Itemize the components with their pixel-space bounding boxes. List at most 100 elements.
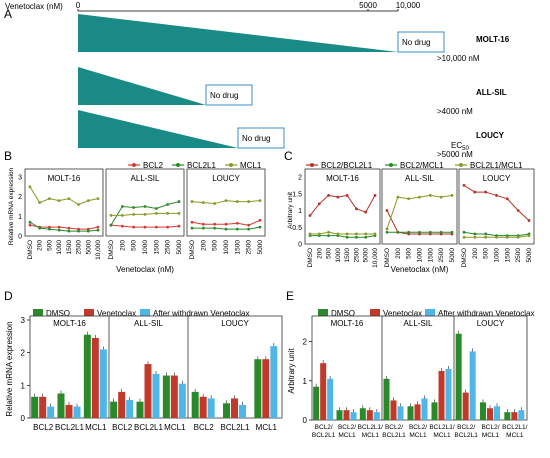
- group-title: ALL-SIL: [134, 319, 163, 328]
- data-point: [86, 229, 90, 233]
- bar: [152, 373, 160, 418]
- bar: [336, 410, 343, 420]
- legend-label: Venetoclax: [97, 309, 136, 318]
- data-point: [166, 225, 170, 229]
- bar: [469, 351, 476, 420]
- data-point: [224, 227, 228, 231]
- data-point: [385, 227, 389, 231]
- group-title: LOUCY: [221, 319, 249, 328]
- data-point: [505, 197, 509, 201]
- data-point: [439, 195, 443, 199]
- series-line: [29, 224, 99, 230]
- data-point: [317, 232, 321, 236]
- subpanel-title: ALL-SIL: [405, 174, 434, 183]
- y-axis-label: Relative mRNA expression: [8, 167, 15, 245]
- bar: [313, 386, 320, 420]
- data-point: [385, 230, 389, 234]
- data-point: [224, 222, 228, 226]
- x-tick-label: 2500: [515, 248, 522, 263]
- data-point: [373, 194, 377, 197]
- data-point: [364, 210, 368, 214]
- data-point: [120, 205, 124, 208]
- x-tick-label: 1500: [504, 248, 511, 263]
- x-tick-label: BCL2L1/: [429, 424, 454, 431]
- data-point: [327, 230, 330, 234]
- data-point: [308, 232, 312, 236]
- series-line: [29, 186, 99, 206]
- x-tick-label: MCL1: [362, 432, 380, 439]
- x-tick-label: BCL2L1: [134, 423, 163, 432]
- x-tick-label: MCL1: [409, 432, 427, 439]
- data-point: [57, 225, 61, 229]
- data-point: [407, 230, 411, 234]
- series-line: [309, 194, 376, 216]
- series-line: [386, 194, 453, 230]
- legend-swatch: [84, 309, 94, 316]
- cell-line-label: LOUCY: [476, 131, 505, 140]
- data-point: [345, 235, 349, 239]
- x-tick-label: BCL2: [33, 423, 54, 432]
- subpanel-frame: [105, 168, 185, 237]
- data-point: [235, 227, 239, 231]
- x-tick-label: 200: [316, 248, 323, 259]
- bar: [99, 349, 107, 418]
- data-point: [235, 200, 239, 203]
- y-tick-label: 2: [18, 194, 22, 201]
- x-tick-label: 500: [46, 240, 53, 251]
- data-point: [355, 235, 358, 239]
- panel-letter: E: [286, 289, 294, 303]
- data-point: [418, 195, 421, 199]
- panel-d: D DMSO Venetoclax After withdrawn Venetocla…: [4, 289, 283, 432]
- series-line: [386, 210, 452, 235]
- data-point: [96, 228, 100, 232]
- subpanel-title: MOLT-16: [48, 174, 81, 183]
- x-axis-label: Venetoclax (nM): [391, 265, 449, 274]
- data-point: [473, 190, 477, 194]
- bar: [462, 392, 469, 420]
- data-point: [154, 207, 158, 210]
- y-axis-label: Relative mRNA expression: [5, 321, 14, 416]
- legend-label: After withdrawn Venetoclax: [438, 309, 535, 318]
- x-tick-label: DMSO: [108, 240, 115, 260]
- bar: [207, 398, 215, 418]
- panel-a-axis-label: Venetoclax (nM): [5, 2, 63, 11]
- data-point: [67, 226, 71, 230]
- data-point: [120, 213, 124, 217]
- data-point: [327, 194, 330, 197]
- data-point: [364, 235, 368, 239]
- data-point: [109, 213, 113, 217]
- subpanel-title: LOUCY: [212, 174, 240, 183]
- panel-a: A Venetoclax (nM) 0 5000 10,000 No drug M…: [4, 1, 510, 159]
- y-tick-label: 0: [303, 416, 308, 425]
- data-point: [166, 203, 170, 206]
- subpanel-title: MOLT-16: [326, 174, 359, 183]
- legend-label: BCL2L1/MCL1: [470, 161, 523, 170]
- x-tick-label: BCL2: [112, 423, 133, 432]
- data-point: [428, 194, 432, 197]
- x-tick-label: 1000: [417, 248, 424, 263]
- x-tick-label: 200: [119, 240, 126, 251]
- data-point: [373, 232, 377, 236]
- data-point: [86, 199, 90, 203]
- bar: [83, 334, 91, 418]
- bar: [438, 371, 445, 420]
- ec50-label: EC50: [451, 141, 469, 152]
- bar: [431, 402, 438, 420]
- y-tick-label: 2: [303, 338, 308, 347]
- x-tick-label: 5000: [363, 248, 370, 263]
- data-point: [247, 200, 251, 203]
- data-point: [527, 219, 531, 222]
- y-tick-label: 0.5: [292, 225, 302, 232]
- data-point: [224, 199, 228, 203]
- legend-swatch: [140, 309, 150, 316]
- venetoclax-wedge: [78, 67, 206, 105]
- legend-label: BCL2/MCL1: [400, 161, 444, 170]
- legend-label: BCL2: [143, 161, 164, 170]
- data-point: [439, 230, 443, 234]
- x-tick-label: 1000: [142, 240, 149, 255]
- legend-label: After withdrawn Venetoclax: [153, 309, 250, 318]
- series-line: [463, 184, 530, 221]
- x-tick-label: BCL2L1/: [502, 424, 527, 431]
- legend-label: Venetoclax: [383, 309, 422, 318]
- data-point: [96, 197, 100, 201]
